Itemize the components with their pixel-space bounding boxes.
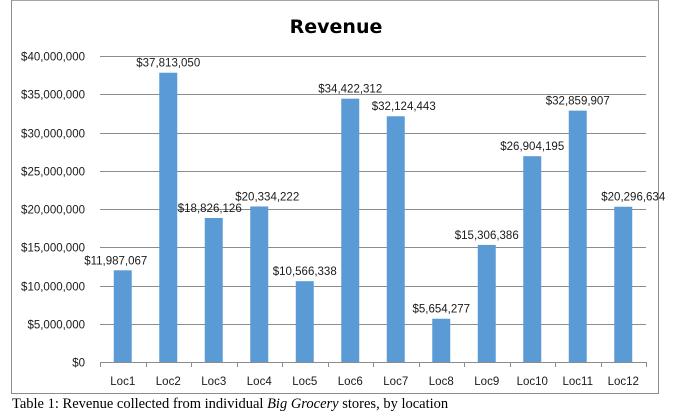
- caption-prefix: Table 1: Revenue collected from individu…: [12, 396, 268, 412]
- bar-loc7: [386, 116, 405, 362]
- x-tick-label: Loc11: [563, 376, 593, 388]
- caption-emphasis: Big Grocery: [267, 396, 339, 412]
- y-tick-label: $0: [72, 358, 85, 370]
- x-tick-label: Loc6: [338, 376, 363, 388]
- data-label: $18,826,126: [178, 203, 242, 215]
- bar-loc5: [295, 281, 314, 362]
- bar-loc1: [113, 270, 132, 362]
- bars: [113, 72, 633, 363]
- data-label: $20,334,222: [235, 191, 299, 203]
- data-label: $20,296,634: [601, 192, 666, 204]
- data-label: $5,654,277: [412, 304, 470, 316]
- data-label: $32,859,907: [546, 96, 610, 108]
- x-tick-label: Loc9: [474, 376, 499, 388]
- x-tick-label: Loc12: [608, 376, 639, 388]
- bar-loc11: [568, 110, 587, 363]
- bar-loc10: [523, 156, 542, 362]
- y-tick-label: $20,000,000: [21, 205, 85, 217]
- y-axis-tick-labels: $0 $5,000,000 $10,000,000 $15,000,000 $20,00…: [21, 52, 85, 370]
- data-label: $32,124,443: [372, 101, 436, 113]
- gridlines: [100, 56, 646, 325]
- x-tick-label: Loc10: [517, 376, 548, 388]
- y-tick-label: $35,000,000: [21, 90, 85, 102]
- y-tick-label: $10,000,000: [21, 282, 85, 294]
- data-label: $11,987,067: [84, 255, 147, 267]
- data-labels: $11,987,067 $37,813,050 $18,826,126$20,334…: [84, 58, 666, 316]
- x-tick-label: Loc7: [383, 376, 408, 388]
- caption-suffix: stores, by location: [338, 396, 449, 412]
- x-axis: [100, 362, 647, 367]
- y-tick-label: $15,000,000: [21, 243, 85, 255]
- data-label: $15,306,386: [455, 230, 519, 242]
- y-tick-label: $40,000,000: [21, 52, 85, 64]
- figure-caption: Table 1: Revenue collected from individu…: [12, 396, 448, 413]
- x-tick-label: Loc1: [110, 376, 135, 388]
- x-axis-category-labels: Loc1 Loc2 Loc3 Loc4 Loc5 Loc6 Loc7 Loc8 Loc9 Loc1…: [110, 376, 639, 388]
- y-tick-label: $30,000,000: [21, 129, 85, 141]
- chart-title: Revenue: [290, 16, 383, 38]
- bar-loc12: [614, 206, 633, 362]
- data-label: $34,422,312: [318, 84, 382, 96]
- data-label: $37,813,050: [136, 58, 200, 70]
- y-tick-label: $5,000,000: [27, 320, 85, 332]
- bar-loc6: [341, 98, 360, 362]
- y-tick-label: $25,000,000: [21, 167, 85, 179]
- x-tick-label: Loc8: [429, 376, 454, 388]
- x-tick-label: Loc4: [247, 376, 273, 388]
- data-label: $10,566,338: [273, 266, 337, 278]
- revenue-bar-chart: Revenue $0 $5,000,000 $10,000,000 $15,000,0…: [21, 16, 666, 388]
- x-tick-label: Loc5: [292, 376, 317, 388]
- x-tick-label: Loc2: [156, 376, 181, 388]
- bar-loc8: [432, 318, 451, 362]
- data-label: $26,904,195: [500, 141, 564, 153]
- bar-loc2: [159, 72, 178, 363]
- bar-loc4: [250, 206, 269, 362]
- bar-loc3: [204, 217, 223, 362]
- bar-loc9: [477, 244, 496, 362]
- x-tick-label: Loc3: [201, 376, 226, 388]
